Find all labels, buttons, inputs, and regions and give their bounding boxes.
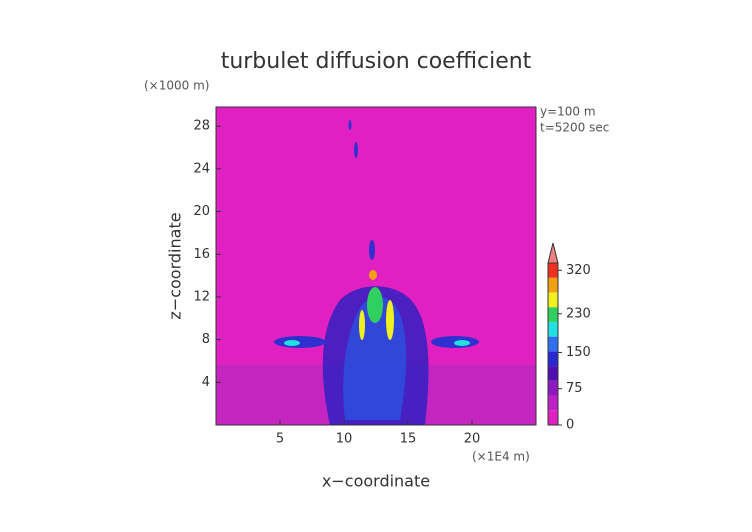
- y-tick-label: 8: [202, 332, 210, 347]
- annotation: y=100 m: [540, 105, 596, 119]
- colorbar-band: [548, 351, 558, 367]
- x-axis-label: x−coordinate: [322, 472, 430, 491]
- colorbar-frame: [547, 262, 559, 426]
- y-tick-label: 4: [202, 375, 210, 390]
- colorbar-tick-label: 0: [566, 418, 574, 433]
- colorbar-band: [548, 395, 558, 411]
- field-features: [216, 120, 536, 425]
- colorbar-band: [548, 410, 558, 425]
- wing: [274, 336, 326, 348]
- y-tick-label: 24: [193, 161, 210, 176]
- core: [359, 310, 365, 340]
- chart-title: turbulet diffusion coefficient: [221, 49, 532, 74]
- spike: [354, 142, 358, 158]
- x-tick-label: 20: [464, 432, 481, 447]
- colorbar-band: [548, 366, 558, 381]
- spike: [348, 120, 352, 130]
- colorbar-band: [548, 321, 558, 337]
- colorbar-extend: [547, 242, 559, 264]
- x-tick-label: 10: [336, 432, 353, 447]
- core: [367, 287, 383, 323]
- colorbar-band: [548, 307, 558, 322]
- colorbar-band: [548, 277, 558, 293]
- core: [369, 270, 377, 280]
- colorbar-tick-label: 230: [566, 306, 591, 321]
- y-unit: (×1000 m): [144, 79, 209, 93]
- y-tick-label: 12: [193, 289, 210, 304]
- plot-frame: [215, 106, 537, 426]
- colorbar-tick-label: 150: [566, 345, 591, 360]
- colorbar-band: [548, 336, 558, 352]
- y-axis-label: z−coordinate: [166, 212, 185, 319]
- colorbar-band: [548, 263, 558, 278]
- y-tick-label: 28: [193, 119, 210, 134]
- x-unit: (×1E4 m): [472, 450, 530, 464]
- annotation: t=5200 sec: [540, 121, 609, 135]
- y-tick-label: 16: [193, 247, 210, 262]
- y-tick-label: 20: [193, 204, 210, 219]
- wing-core: [454, 340, 470, 346]
- spike: [369, 240, 375, 260]
- core: [386, 300, 394, 340]
- wing-core: [284, 340, 300, 346]
- x-tick-label: 15: [400, 432, 417, 447]
- colorbar-tick-label: 75: [566, 381, 583, 396]
- colorbar-band: [548, 292, 558, 308]
- colorbar-tick-label: 320: [566, 263, 591, 278]
- x-tick-label: 5: [276, 432, 284, 447]
- colorbar-band: [548, 380, 558, 396]
